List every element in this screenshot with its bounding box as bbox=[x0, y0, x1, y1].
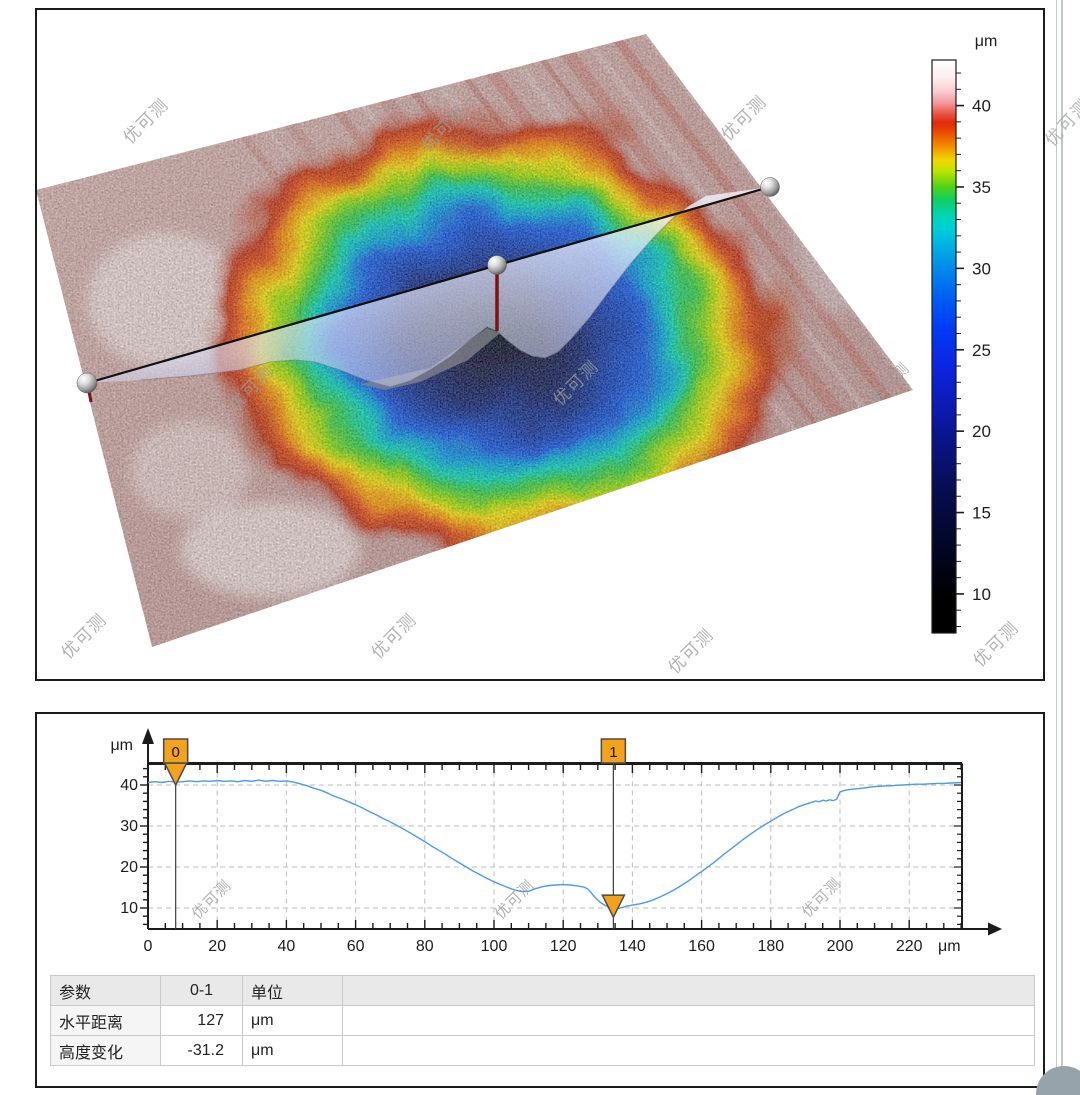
watermark: 优可测 bbox=[970, 618, 1023, 671]
chart-grid: 优可测 优可测 优可测 bbox=[148, 763, 962, 929]
svg-text:40: 40 bbox=[972, 97, 991, 116]
svg-text:220: 220 bbox=[896, 938, 923, 955]
svg-text:20: 20 bbox=[972, 422, 991, 441]
scrollbar-track[interactable] bbox=[1061, 0, 1063, 1095]
col-header-parameter: 参数 bbox=[50, 975, 161, 1006]
svg-text:40: 40 bbox=[120, 777, 138, 794]
svg-text:160: 160 bbox=[688, 938, 715, 955]
param-value: -31.2 bbox=[160, 1035, 243, 1066]
svg-text:180: 180 bbox=[757, 938, 784, 955]
watermark: 优可测 bbox=[799, 875, 845, 921]
marker-flag-0[interactable]: 0 bbox=[162, 738, 189, 929]
marker-flag-1[interactable]: 1 bbox=[600, 738, 627, 929]
watermark: 优可测 bbox=[120, 95, 173, 148]
colorbar-gradient bbox=[931, 59, 957, 634]
table-header-row: 参数 0-1 单位 bbox=[50, 975, 1035, 1006]
watermark: 优可测 bbox=[58, 610, 111, 663]
svg-text:60: 60 bbox=[347, 938, 365, 955]
svg-text:20: 20 bbox=[208, 938, 226, 955]
colorbar-ticks: 40 35 30 25 20 15 10 μm bbox=[956, 33, 998, 627]
chart-axes bbox=[140, 728, 1002, 936]
svg-text:μm: μm bbox=[110, 737, 133, 754]
svg-text:80: 80 bbox=[416, 938, 434, 955]
svg-text:20: 20 bbox=[120, 859, 138, 876]
svg-text:μm: μm bbox=[938, 938, 961, 955]
surface-3d-panel: 优可测 优可测 优可测 优可测 优可测 优可测 优可测 优可测 优可测 优可测 40 35 30 25 2… bbox=[35, 8, 1045, 681]
profile-curve bbox=[147, 779, 962, 915]
svg-text:30: 30 bbox=[120, 818, 138, 835]
param-name: 高度变化 bbox=[50, 1035, 161, 1066]
table-row[interactable]: 高度变化 -31.2 μm bbox=[50, 1035, 1035, 1066]
svg-text:10: 10 bbox=[120, 900, 138, 917]
svg-text:35: 35 bbox=[972, 178, 991, 197]
parameter-table: 参数 0-1 单位 水平距离 127 μm 高度变化 -31.2 μm bbox=[50, 975, 1035, 1066]
profile-panel: 优可测 优可测 优可测 0 20 40 60 80 100 120 140 160 180 200 220 μ… bbox=[35, 712, 1045, 1088]
svg-text:40: 40 bbox=[278, 938, 296, 955]
col-header-unit: 单位 bbox=[242, 975, 343, 1006]
chart-axis-labels: 0 20 40 60 80 100 120 140 160 180 200 220 μm10203040… bbox=[110, 737, 960, 955]
watermark: 优可测 bbox=[665, 625, 718, 678]
param-value: 127 bbox=[160, 1005, 243, 1036]
svg-text:30: 30 bbox=[972, 259, 991, 278]
colorbar: 40 35 30 25 20 15 10 μm bbox=[931, 33, 998, 634]
measurement-line[interactable] bbox=[83, 184, 774, 386]
col-header-empty bbox=[342, 975, 1035, 1006]
param-unit: μm bbox=[242, 1035, 343, 1066]
table-row[interactable]: 水平距离 127 μm bbox=[50, 1005, 1035, 1036]
svg-text:140: 140 bbox=[619, 938, 646, 955]
svg-text:10: 10 bbox=[972, 585, 991, 604]
scroll-strip-line bbox=[1056, 0, 1057, 1095]
watermark: 优可测 bbox=[718, 92, 771, 145]
svg-text:15: 15 bbox=[972, 504, 991, 523]
svg-text:100: 100 bbox=[481, 938, 508, 955]
svg-text:25: 25 bbox=[972, 341, 991, 360]
svg-text:μm: μm bbox=[975, 33, 998, 50]
line-handle-left[interactable] bbox=[76, 372, 98, 394]
param-name: 水平距离 bbox=[50, 1005, 161, 1036]
section-profile-silhouette bbox=[139, 195, 706, 388]
svg-text:0: 0 bbox=[144, 938, 153, 955]
line-handle-center[interactable] bbox=[487, 255, 507, 275]
param-extra bbox=[342, 1005, 1035, 1036]
param-extra bbox=[342, 1035, 1035, 1066]
svg-text:200: 200 bbox=[827, 938, 854, 955]
line-handle-right[interactable] bbox=[760, 177, 780, 197]
svg-text:1: 1 bbox=[609, 744, 617, 761]
watermark: 优可测 bbox=[189, 877, 235, 923]
param-unit: μm bbox=[242, 1005, 343, 1036]
col-header-0-1: 0-1 bbox=[160, 975, 243, 1006]
svg-text:0: 0 bbox=[172, 744, 180, 761]
watermark: 优可测 bbox=[368, 610, 421, 663]
svg-text:120: 120 bbox=[550, 938, 577, 955]
